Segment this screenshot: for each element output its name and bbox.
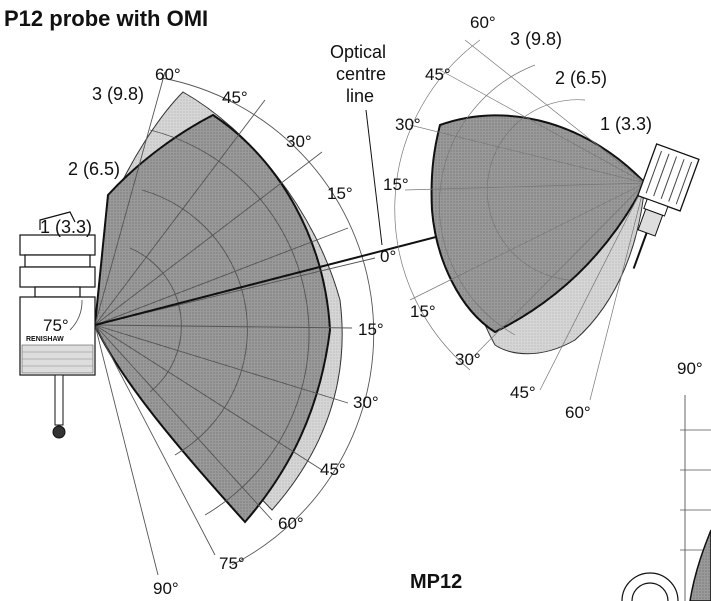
left-angle-15-lower: 15°: [358, 320, 384, 339]
optical-label-line1: Optical: [330, 42, 386, 62]
right-angle-60-lower: 60°: [565, 403, 591, 422]
right-arc-grid: [394, 39, 586, 371]
right-angle-30-lower: 30°: [455, 350, 481, 369]
left-range-2: 2 (6.5): [68, 159, 120, 179]
probe-body: RENISHAW: [19, 211, 96, 439]
right-angle-30-upper: 30°: [395, 115, 421, 134]
right-angle-45-upper: 45°: [425, 65, 451, 84]
optical-centre-line-label: Optical centre line: [330, 42, 386, 246]
centre-angle-0: 0°: [380, 247, 396, 266]
right-angle-60-upper: 60°: [470, 13, 496, 32]
left-angle-90-lower: 90°: [153, 579, 179, 598]
left-angle-30-upper: 30°: [286, 132, 312, 151]
optical-label-line2: centre: [336, 64, 386, 84]
right-range-3: 3 (9.8): [510, 29, 562, 49]
left-inner-envelope: [93, 113, 332, 524]
left-angle-45-upper: 45°: [222, 88, 248, 107]
left-angle-75-lower: 75°: [219, 554, 245, 573]
left-arc-grid: [129, 77, 375, 566]
right-range-1: 1 (3.3): [600, 114, 652, 134]
right-angle-15-lower: 15°: [410, 302, 436, 321]
right-inner-envelope: [430, 114, 647, 334]
left-angle-60-lower: 60°: [278, 514, 304, 533]
left-reception-diagram: RENISHAW 1 (3.3) 2 (6.5) 3 (9.8) 60° 45°…: [19, 65, 646, 598]
diagram-title: P12 probe with OMI: [4, 6, 208, 31]
brand-label: RENISHAW: [26, 336, 64, 343]
probe-angle-arc: [69, 299, 83, 331]
left-range-1: 1 (3.3): [40, 217, 92, 237]
left-angle-60-upper: 60°: [155, 65, 181, 84]
bottom-right-angle-90: 90°: [677, 359, 703, 378]
optical-label-line3: line: [346, 86, 374, 106]
right-reception-diagram: 1 (3.3) 2 (6.5) 3 (9.8) 60° 45° 30° 15° …: [383, 13, 700, 422]
bottom-right-partial-diagram: 90°: [621, 359, 711, 601]
optical-leader-line: [365, 109, 383, 246]
right-angle-15-upper: 15°: [383, 175, 409, 194]
left-angle-15-upper: 15°: [327, 184, 353, 203]
left-angle-30-lower: 30°: [353, 393, 379, 412]
right-range-2: 2 (6.5): [555, 68, 607, 88]
left-angle-45-lower: 45°: [320, 460, 346, 479]
right-angle-45-lower: 45°: [510, 383, 536, 402]
right-radial-grid: [404, 39, 646, 401]
probe-angle-75: 75°: [43, 316, 69, 335]
mp12-label: MP12: [410, 571, 462, 593]
omi-receiver: [632, 143, 700, 269]
left-range-3: 3 (9.8): [92, 84, 144, 104]
